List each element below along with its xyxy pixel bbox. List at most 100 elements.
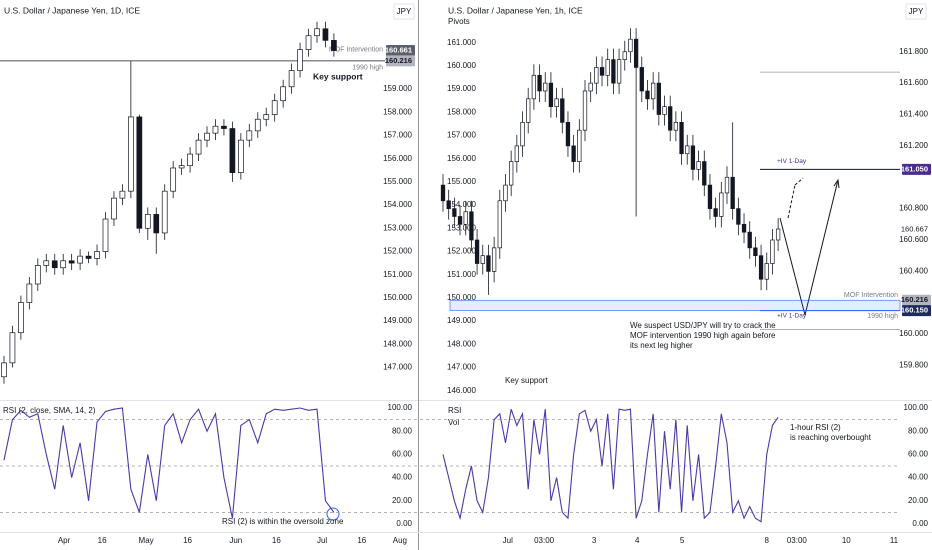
candle-body [719, 192, 724, 217]
candle-body [543, 82, 548, 92]
y-tick-label: 161.800 [899, 47, 928, 56]
note: its next leg higher [630, 341, 693, 350]
currency-box [905, 3, 927, 20]
x-tick-label: 3 [592, 536, 597, 545]
candle-body [111, 197, 117, 220]
candle-body [571, 145, 576, 162]
candle-body [491, 247, 497, 272]
currency: JPY [909, 7, 924, 16]
annotation: Key support [505, 376, 548, 385]
note: We suspect USD/JPY will try to crack the [630, 321, 776, 330]
candle-body [1, 362, 7, 378]
candle-body [594, 67, 599, 84]
candle-body [128, 116, 134, 192]
y-tick-label: 40.00 [908, 473, 929, 482]
candle-body [673, 122, 679, 131]
candle-body [548, 82, 554, 108]
candle-body [690, 145, 696, 170]
candle-body [463, 211, 468, 225]
candle-body [153, 214, 160, 234]
x-tick-label: May [139, 536, 154, 545]
candle-body [331, 40, 337, 51]
candle-body [43, 260, 50, 266]
candle-body [514, 145, 519, 162]
x-tick-label: 4 [635, 536, 640, 545]
y-tick-label: 148.000 [383, 339, 412, 348]
candle-body [280, 86, 287, 102]
x-tick-label: 03:00 [787, 536, 808, 545]
chart-subtitle: Pivots [448, 17, 470, 26]
y-tick-label: 157.000 [383, 131, 412, 140]
candle-body [520, 122, 525, 147]
y2-tick-label: 148.000 [447, 339, 476, 348]
y2-tick-label: 154.000 [447, 200, 476, 209]
y-tick-label: 160.600 [899, 235, 928, 244]
candle-body [469, 211, 474, 241]
candle-body [565, 122, 571, 147]
x-tick-label: 8 [765, 536, 770, 545]
price-label: 160.216 [901, 295, 928, 304]
candle-body [526, 98, 531, 123]
candle-body [628, 38, 633, 53]
candle-body [685, 145, 690, 155]
candle-body [707, 184, 713, 209]
candle-body [136, 116, 143, 229]
y-tick-label: 151.000 [383, 270, 412, 279]
candle-body [238, 139, 244, 173]
candle-body [736, 208, 741, 225]
x-tick-label: 5 [680, 536, 685, 545]
candle-body [170, 167, 177, 192]
candle-body [537, 74, 542, 92]
candle-body [554, 98, 559, 108]
candle-body [263, 114, 270, 120]
zone-sublabel: 1990 high [867, 313, 898, 320]
price-label-box [386, 45, 415, 57]
y-tick-label: 153.000 [383, 223, 412, 232]
candle-body [741, 223, 747, 233]
y-tick-label: 0.00 [396, 519, 412, 528]
y-tick-label: 159.800 [899, 361, 928, 370]
candle-body [753, 247, 758, 257]
candle-body [474, 239, 480, 264]
candle-body [9, 332, 16, 364]
x-tick-label: 16 [98, 536, 107, 545]
y2-tick-label: 153.000 [447, 223, 476, 232]
y2-tick-label: 155.000 [447, 177, 476, 186]
pivot-label: +IV 1-Day [777, 312, 807, 319]
price-label: 160.667 [901, 224, 928, 233]
candle-body [271, 100, 278, 115]
price-label-box [902, 294, 931, 306]
candle-body [314, 28, 320, 37]
candle-body [509, 161, 514, 186]
y2-tick-label: 157.000 [447, 131, 476, 140]
y-tick-label: 40.00 [392, 473, 413, 482]
annotation: is reaching overbought [790, 433, 872, 442]
y-tick-label: 60.00 [908, 450, 929, 459]
candle-body [254, 118, 261, 132]
arrow-head [833, 178, 840, 189]
y-tick-label: 147.000 [383, 363, 412, 372]
x-tick-label: 03:00 [534, 536, 555, 545]
x-tick-label: 10 [842, 536, 851, 545]
indicator-title: RSI (2, close, SMA, 14, 2) [3, 406, 96, 415]
y-tick-label: 158.000 [383, 107, 412, 116]
y-tick-label: 160.400 [899, 266, 928, 275]
candle-body [503, 184, 508, 202]
y-tick-label: 155.000 [383, 177, 412, 186]
candle-body [605, 59, 610, 76]
rsi-line [3, 407, 335, 519]
x-tick-label: Jun [229, 536, 242, 545]
y-tick-label: 60.00 [392, 450, 413, 459]
x-tick-label: Jul [317, 536, 327, 545]
y-tick-label: 159.000 [383, 84, 412, 93]
candle-body [440, 184, 446, 202]
candle-body [486, 255, 491, 272]
candle-body [713, 208, 718, 217]
candle-body [645, 90, 650, 100]
chart-title: U.S. Dollar / Japanese Yen, 1D, ICE [4, 5, 140, 15]
candle-body [288, 70, 295, 88]
candle-body [322, 28, 329, 41]
candle-body [221, 125, 227, 129]
candle-body [204, 132, 210, 141]
